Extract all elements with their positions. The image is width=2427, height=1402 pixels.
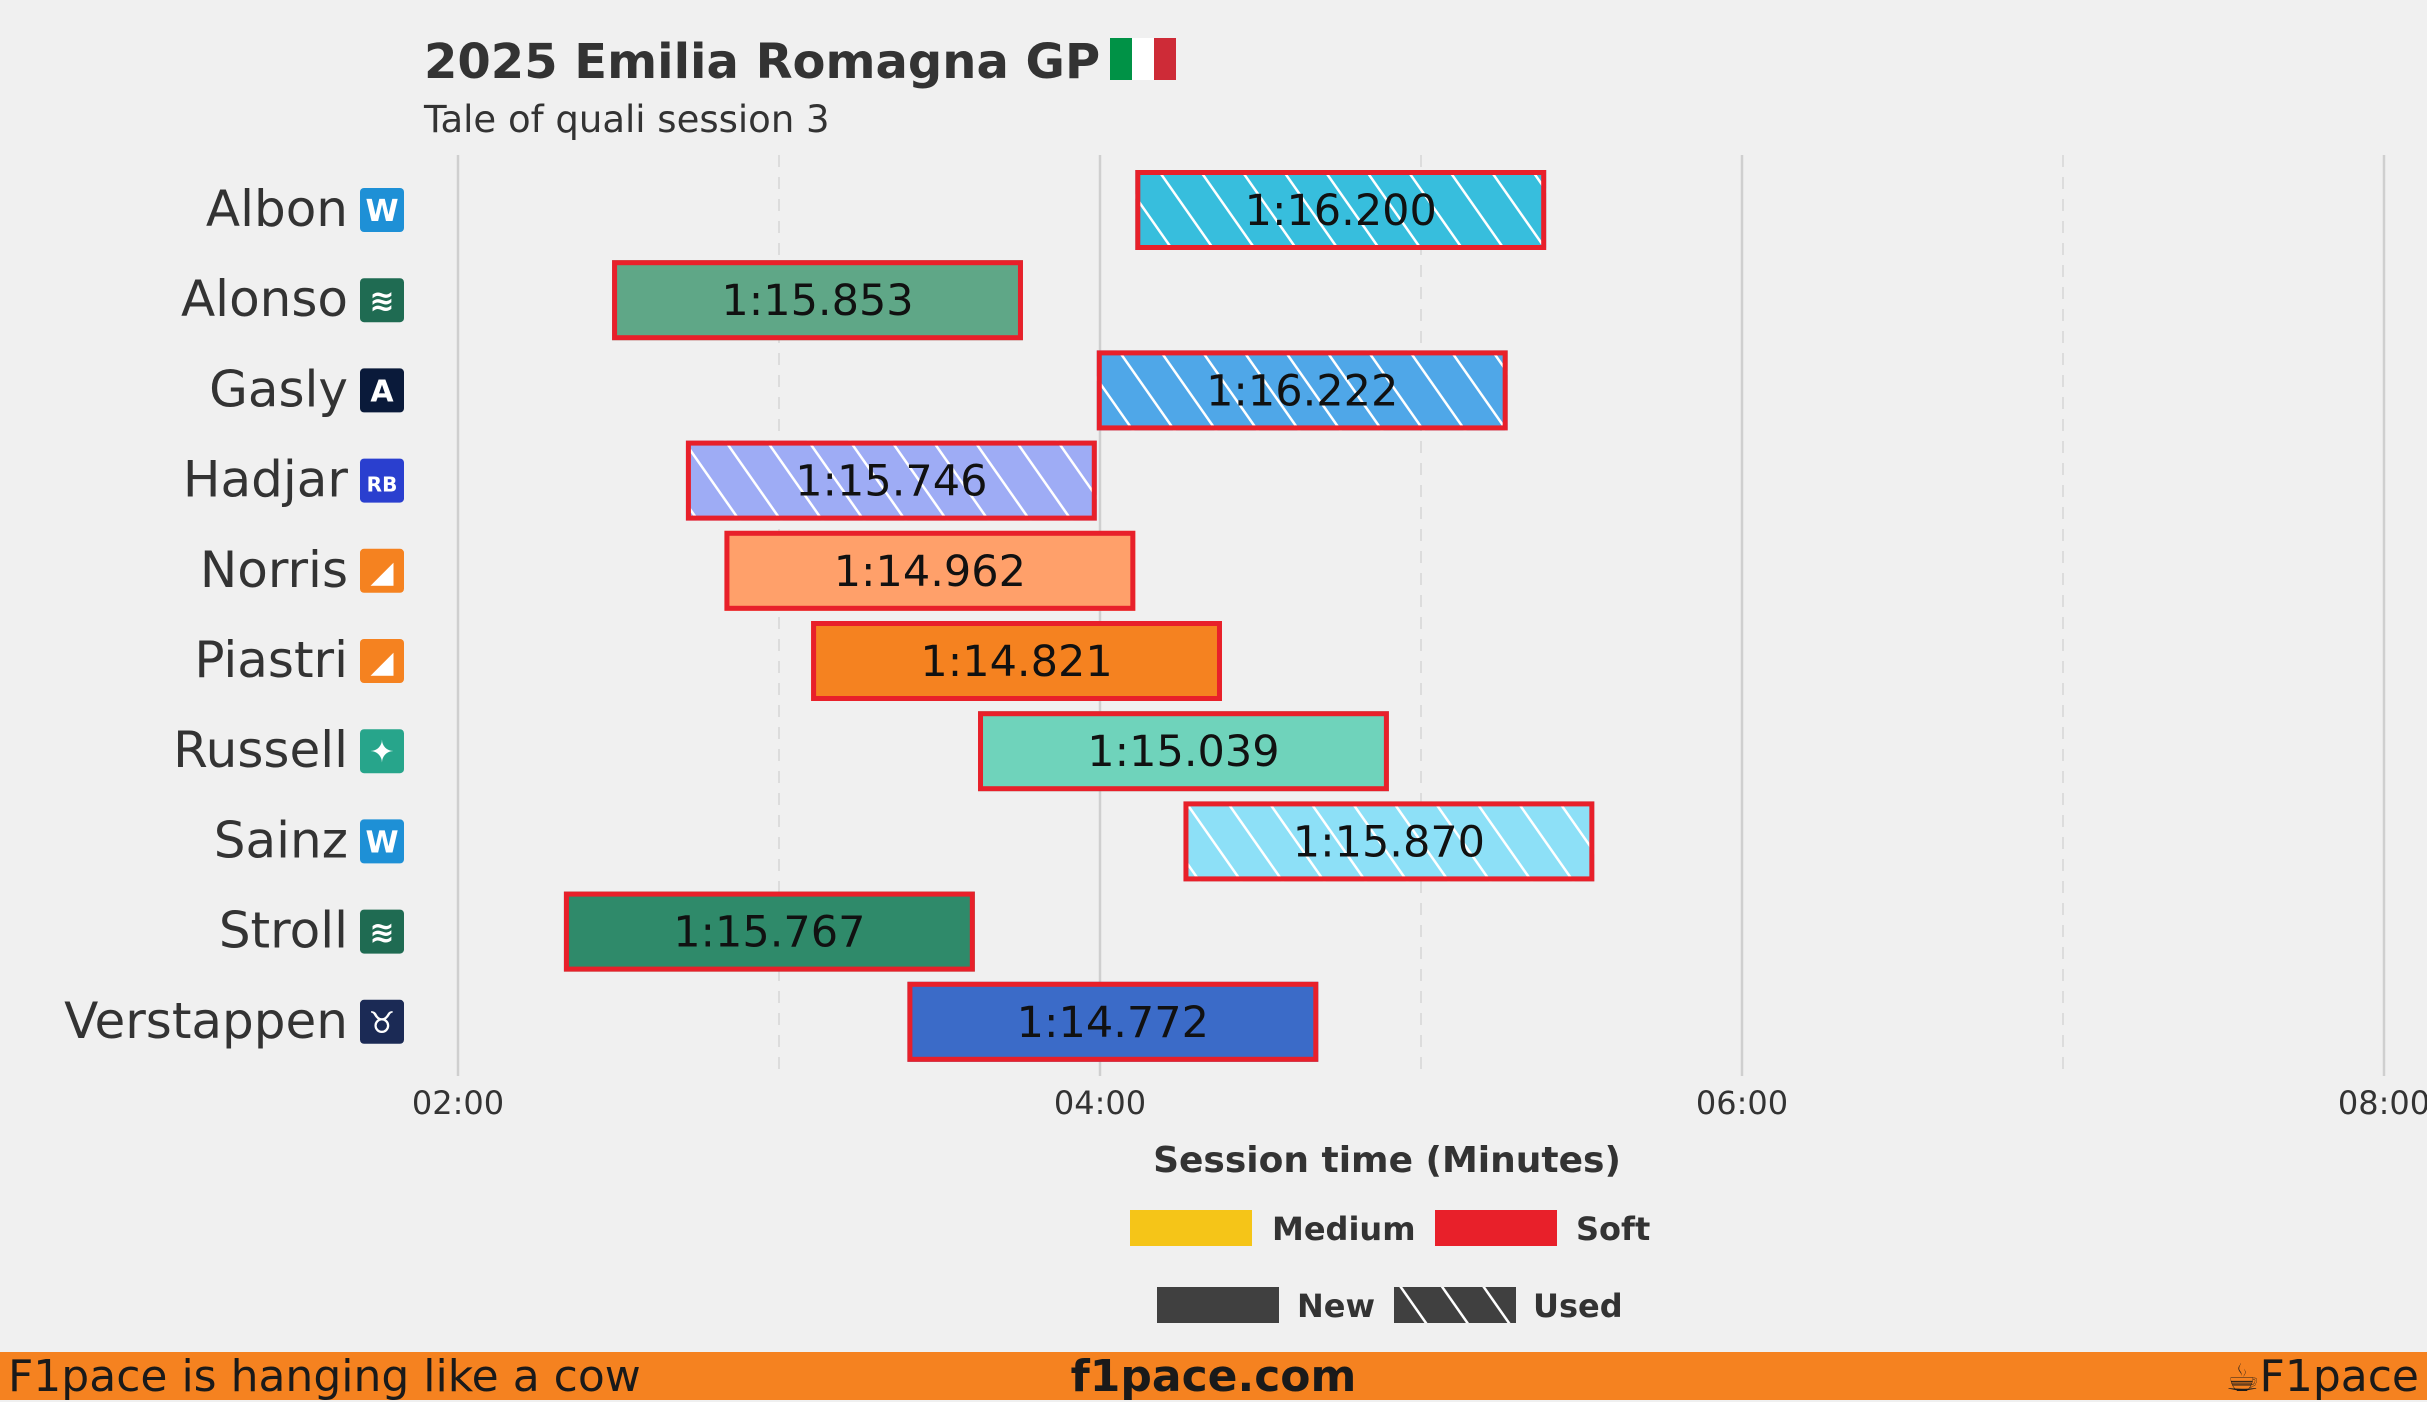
compound-outline bbox=[685, 440, 1097, 521]
driver-name-label: Alonso bbox=[181, 270, 348, 328]
svg-text:◢: ◢ bbox=[370, 645, 393, 680]
italy-flag-icon bbox=[1110, 38, 1176, 80]
coffee-cup-icon: ☕ bbox=[2225, 1356, 2260, 1400]
driver-name-label: Gasly bbox=[209, 360, 348, 418]
lap-bar-fill bbox=[811, 621, 1222, 701]
lap-bar: 1:15.767 bbox=[563, 891, 975, 972]
lap-bar-fill bbox=[724, 530, 1136, 611]
x-tick-label: 06:00 bbox=[1696, 1084, 1788, 1122]
legend-swatch-medium bbox=[1130, 1210, 1252, 1246]
lap-time-label: 1:15.870 bbox=[1293, 817, 1485, 867]
lap-bar-fill bbox=[563, 891, 975, 972]
lap-time-label: 1:16.222 bbox=[1206, 366, 1398, 416]
williams-logo-icon: W bbox=[360, 188, 404, 232]
lap-time-label: 1:14.821 bbox=[920, 637, 1112, 687]
svg-text:RB: RB bbox=[367, 473, 398, 497]
legend-label-medium: Medium bbox=[1272, 1210, 1416, 1248]
driver-name-label: Hadjar bbox=[183, 451, 349, 509]
williams-logo-icon: W bbox=[360, 819, 404, 864]
compound-outline bbox=[907, 981, 1319, 1062]
gridlines bbox=[456, 155, 2386, 1076]
lap-bar: 1:14.772 bbox=[907, 981, 1319, 1062]
mercedes-logo-icon: ✦ bbox=[360, 729, 404, 774]
driver-name-label: Stroll bbox=[219, 902, 348, 960]
legend-swatch-soft bbox=[1435, 1210, 1557, 1246]
lap-time-label: 1:15.853 bbox=[721, 276, 913, 326]
lap-bar: 1:14.962 bbox=[724, 530, 1136, 611]
compound-outline bbox=[1135, 170, 1547, 250]
lap-bar-fill bbox=[907, 981, 1319, 1062]
footer-brand-label: F1pace bbox=[2259, 1351, 2419, 1402]
footer-tagline: F1pace is hanging like a cow bbox=[8, 1351, 641, 1402]
lap-time-label: 1:15.039 bbox=[1087, 727, 1279, 777]
footer-brand: ☕F1pace bbox=[2225, 1354, 2419, 1401]
used-tyre-hatch bbox=[1183, 801, 1595, 882]
lap-bar: 1:14.821 bbox=[811, 621, 1222, 701]
x-tick-label: 08:00 bbox=[2338, 1084, 2427, 1122]
used-tyre-hatch bbox=[685, 440, 1097, 521]
x-tick-label: 04:00 bbox=[1054, 1084, 1146, 1122]
compound-outline bbox=[724, 530, 1136, 611]
compound-outline bbox=[1096, 350, 1508, 431]
driver-name-label: Norris bbox=[200, 541, 348, 599]
compound-outline bbox=[1183, 801, 1595, 882]
lap-bar: 1:16.222 bbox=[1096, 350, 1508, 431]
svg-text:✦: ✦ bbox=[369, 735, 394, 770]
compound-outline bbox=[978, 711, 1389, 792]
lap-time-label: 1:14.772 bbox=[1017, 998, 1209, 1048]
svg-text:W: W bbox=[365, 194, 398, 229]
compound-outline bbox=[612, 260, 1023, 341]
legend-label-used: Used bbox=[1533, 1287, 1623, 1325]
lap-time-label: 1:15.746 bbox=[795, 457, 987, 507]
chart-title: 2025 Emilia Romagna GP bbox=[424, 34, 1100, 90]
x-axis-label: Session time (Minutes) bbox=[1153, 1140, 1621, 1181]
mclaren-logo-icon: ◢ bbox=[360, 548, 404, 593]
racing-bulls-logo-icon: RB bbox=[360, 458, 404, 503]
chart-subtitle: Tale of quali session 3 bbox=[423, 98, 830, 141]
lap-bar-fill bbox=[612, 260, 1023, 341]
driver-name-label: Sainz bbox=[214, 811, 348, 869]
lap-bars: 1:16.2001:15.4731:15.8531:15.4311:16.222… bbox=[563, 170, 1595, 1062]
svg-text:≋: ≋ bbox=[369, 284, 394, 319]
driver-name-label: Albon bbox=[206, 180, 348, 238]
used-tyre-hatch bbox=[1135, 170, 1547, 250]
aston-martin-logo-icon: ≋ bbox=[360, 278, 404, 323]
driver-name-label: Verstappen bbox=[64, 992, 348, 1050]
lap-bar: 1:15.746 bbox=[685, 440, 1097, 521]
lap-bar: 1:15.039 bbox=[978, 711, 1389, 792]
footer-site-link[interactable]: f1pace.com bbox=[1070, 1351, 1357, 1402]
lap-time-label: 1:15.767 bbox=[673, 908, 865, 958]
svg-text:♉: ♉ bbox=[369, 1006, 396, 1041]
used-tyre-hatch bbox=[1096, 350, 1508, 431]
compound-outline bbox=[563, 891, 975, 972]
lap-bar: 1:16.200 bbox=[1135, 170, 1547, 250]
driver-name-label: Russell bbox=[173, 721, 348, 779]
aston-martin-logo-icon: ≋ bbox=[360, 909, 404, 954]
legend-swatch-new bbox=[1157, 1287, 1279, 1323]
legend-swatch-used-hatch bbox=[1394, 1287, 1516, 1323]
chart: 2025 Emilia Romagna GP Tale of quali ses… bbox=[64, 34, 2427, 1325]
legend: Medium Soft New Used bbox=[1130, 1210, 1650, 1325]
svg-text:A: A bbox=[370, 374, 394, 409]
compound-outline bbox=[811, 621, 1222, 701]
svg-text:≋: ≋ bbox=[369, 916, 394, 951]
mclaren-logo-icon: ◢ bbox=[360, 639, 404, 683]
svg-text:◢: ◢ bbox=[370, 555, 393, 590]
lap-bar: 1:15.870 bbox=[1183, 801, 1595, 882]
driver-labels: Albon W Alonso ≋ Gasly A Hadjar RB Norris ◢ Piastr… bbox=[64, 180, 404, 1050]
footer-bar: F1pace is hanging like a cow f1pace.com … bbox=[0, 1352, 2427, 1400]
legend-label-new: New bbox=[1297, 1287, 1375, 1325]
lap-time-label: 1:16.200 bbox=[1245, 186, 1437, 236]
legend-label-soft: Soft bbox=[1576, 1210, 1650, 1248]
x-tick-label: 02:00 bbox=[412, 1084, 504, 1122]
driver-name-label: Piastri bbox=[194, 631, 348, 689]
svg-text:W: W bbox=[365, 825, 398, 860]
lap-bar: 1:15.853 bbox=[612, 260, 1023, 341]
alpine-logo-icon: A bbox=[360, 368, 404, 413]
lap-bar-fill bbox=[978, 711, 1389, 792]
lap-time-label: 1:14.962 bbox=[834, 547, 1026, 597]
red-bull-logo-icon: ♉ bbox=[360, 999, 404, 1044]
